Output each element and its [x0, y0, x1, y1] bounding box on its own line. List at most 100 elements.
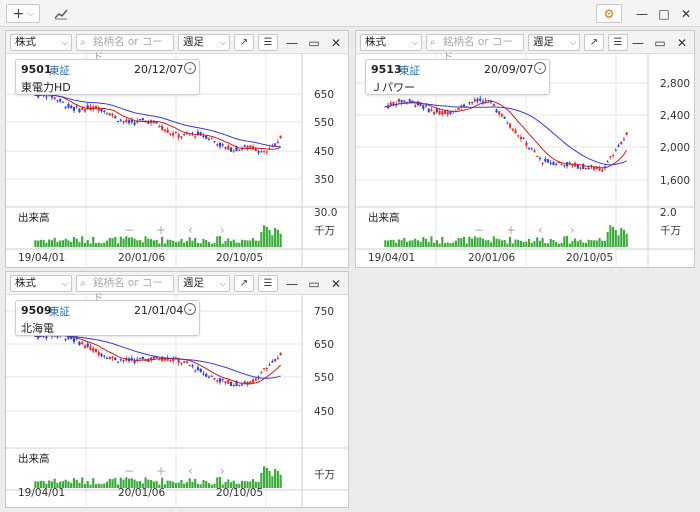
scroll-right-button[interactable]: › [220, 464, 225, 478]
candle-body [430, 109, 433, 111]
symbol-name: 北海電 [21, 322, 54, 335]
volume-bar [45, 483, 48, 488]
scroll-left-button[interactable]: ‹ [188, 223, 193, 237]
volume-bar [617, 235, 620, 247]
indicator-menu-button[interactable]: ☰ [258, 34, 278, 51]
popout-button[interactable]: ↗ [584, 34, 604, 51]
candle-body [108, 357, 111, 360]
chevron-down-icon[interactable]: ⌄ [534, 62, 546, 74]
candle-body [89, 346, 92, 351]
symbol-info-box[interactable]: 9501 東証 20/12/07 ⌄ 東電力HD [15, 59, 200, 95]
candle-body [498, 111, 501, 115]
zoom-out-button[interactable]: − [124, 464, 135, 478]
panel-close-button[interactable]: ✕ [674, 34, 690, 51]
volume-bar [232, 239, 235, 247]
market-type-select[interactable]: 株式 ⌵ [10, 275, 72, 292]
popout-button[interactable]: ↗ [234, 275, 254, 292]
symbol-search-input[interactable]: ⌕ 銘柄名 or コード [76, 34, 174, 63]
candle-body [59, 99, 62, 102]
candle-body [127, 120, 131, 123]
indicator-menu-button[interactable]: ☰ [258, 275, 278, 292]
panel-close-button[interactable]: ✕ [328, 34, 344, 51]
candle-body [78, 341, 81, 345]
scroll-left-button[interactable]: ‹ [538, 223, 543, 237]
volume-bar [454, 240, 457, 247]
candle-body [500, 113, 503, 117]
volume-bar [216, 236, 219, 247]
market-type-select[interactable]: 株式 ⌵ [360, 34, 422, 51]
add-chart-button[interactable]: + ⌵ [6, 4, 40, 23]
period-select[interactable]: 週足 ⌵ [178, 34, 230, 51]
candle-body [83, 109, 87, 112]
symbol-search-input[interactable]: ⌕ 銘柄名 or コード [76, 275, 174, 304]
candle-body [56, 100, 59, 102]
volume-bar [81, 236, 84, 247]
maximize-button[interactable]: □ [653, 4, 675, 23]
scroll-left-button[interactable]: ‹ [188, 464, 193, 478]
zoom-out-button[interactable]: − [124, 223, 135, 237]
candle-body [147, 120, 150, 124]
candle-body [265, 151, 268, 153]
zoom-in-button[interactable]: + [156, 223, 167, 237]
search-icon: ⌕ [430, 37, 436, 48]
exchange-label: 東証 [49, 65, 70, 77]
panel-maximize-button[interactable]: ▭ [652, 34, 668, 51]
minimize-button[interactable]: — [631, 4, 653, 23]
period-select[interactable]: 週足 ⌵ [178, 275, 230, 292]
settings-button[interactable]: ⚙ [596, 4, 622, 23]
candle-body [609, 156, 612, 158]
indicator-menu-button[interactable]: ☰ [608, 34, 628, 51]
panel-maximize-button[interactable]: ▭ [306, 34, 322, 51]
price-chart[interactable] [6, 54, 349, 268]
volume-bar [92, 478, 95, 488]
volume-bar [246, 240, 249, 247]
volume-bar [174, 242, 177, 247]
chevron-down-icon[interactable]: ⌄ [184, 62, 196, 74]
volume-bar [433, 243, 436, 247]
maximize-icon: □ [658, 6, 670, 21]
symbol-info-box[interactable]: 9509 東証 21/01/04 ⌄ 北海電 [15, 300, 200, 336]
volume-bar [119, 236, 122, 247]
volume-bar [185, 241, 189, 247]
close-button[interactable]: ✕ [675, 4, 697, 23]
scroll-right-button[interactable]: › [570, 223, 575, 237]
chart-type-button[interactable] [50, 4, 72, 23]
volume-axis-tick: 2.0 [660, 207, 677, 219]
scroll-right-button[interactable]: › [220, 223, 225, 237]
chart-panel-9501: 株式 ⌵ ⌕ 銘柄名 or コード 週足 ⌵ ↗ ☰ — ▭ ✕ 9501 東証 20… [5, 30, 349, 268]
candle-body [279, 352, 282, 356]
panel-close-button[interactable]: ✕ [328, 275, 344, 292]
candle-body [530, 148, 533, 150]
symbol-info-box[interactable]: 9513 東証 20/09/07 ⌄ Ｊパワー [365, 59, 550, 95]
candle-body [194, 136, 197, 138]
plus-icon: + [12, 5, 25, 22]
panel-maximize-button[interactable]: ▭ [306, 275, 322, 292]
market-type-select[interactable]: 株式 ⌵ [10, 34, 72, 51]
zoom-out-button[interactable]: − [474, 223, 485, 237]
price-chart[interactable] [356, 54, 695, 268]
price-axis-tick: 450 [314, 406, 335, 418]
candle-body [260, 372, 263, 374]
candle-body [216, 144, 219, 146]
symbol-code: 9509 [21, 304, 52, 317]
candle-body [552, 162, 555, 165]
zoom-in-button[interactable]: + [156, 464, 167, 478]
candle-body [172, 133, 175, 136]
symbol-search-input[interactable]: ⌕ 銘柄名 or コード [426, 34, 524, 63]
price-chart[interactable] [6, 295, 349, 508]
period-select[interactable]: 週足 ⌵ [528, 34, 580, 51]
volume-bar [465, 243, 468, 247]
popout-button[interactable]: ↗ [234, 34, 254, 51]
volume-bar [411, 240, 414, 247]
moving-average-short [35, 334, 281, 385]
candle-body [130, 120, 133, 123]
panel-minimize-button[interactable]: — [630, 34, 646, 51]
zoom-in-button[interactable]: + [506, 223, 517, 237]
volume-bar [571, 240, 574, 247]
panel-minimize-button[interactable]: — [284, 275, 300, 292]
panel-minimize-button[interactable]: — [284, 34, 300, 51]
chevron-down-icon[interactable]: ⌄ [184, 303, 196, 315]
candle-body [133, 360, 136, 363]
volume-bar [218, 236, 222, 247]
volume-bar [593, 240, 596, 247]
